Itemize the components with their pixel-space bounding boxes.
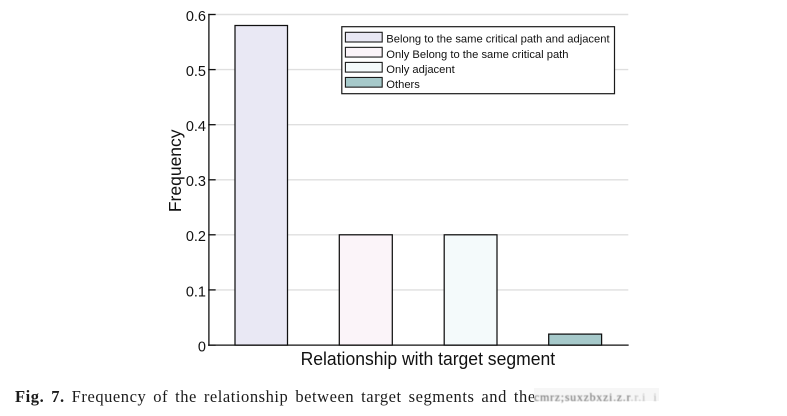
svg-text:Only adjacent: Only adjacent bbox=[386, 64, 455, 76]
svg-text:0.4: 0.4 bbox=[186, 119, 206, 135]
svg-text:0.5: 0.5 bbox=[186, 64, 206, 80]
svg-text:Frequency: Frequency bbox=[165, 129, 185, 212]
svg-text:Only Belong to the same critic: Only Belong to the same critical path bbox=[386, 49, 568, 61]
svg-text:0.6: 0.6 bbox=[186, 9, 206, 25]
svg-text:Relationship with target segme: Relationship with target segment bbox=[301, 349, 555, 369]
svg-text:0.3: 0.3 bbox=[186, 174, 206, 190]
svg-text:0.2: 0.2 bbox=[186, 229, 206, 245]
svg-text:0: 0 bbox=[198, 340, 206, 356]
svg-text:Belong to the same critical pa: Belong to the same critical path and adj… bbox=[386, 34, 610, 46]
svg-text:0.1: 0.1 bbox=[186, 284, 206, 300]
svg-text:Others: Others bbox=[386, 79, 420, 91]
